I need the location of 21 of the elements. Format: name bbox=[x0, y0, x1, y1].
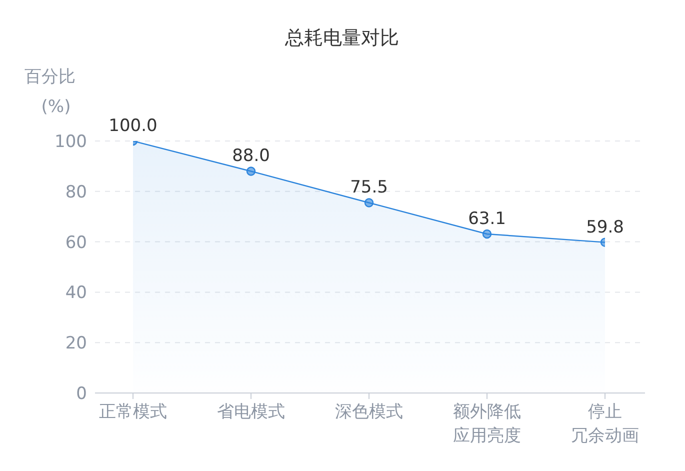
x-tick-label: 停止冗余动画 bbox=[571, 402, 639, 446]
y-tick-label: 60 bbox=[65, 232, 87, 253]
data-label: 75.5 bbox=[350, 178, 388, 198]
data-label: 63.1 bbox=[468, 208, 506, 229]
y-tick-label: 80 bbox=[65, 182, 87, 202]
x-tick-label: 深色模式 bbox=[335, 402, 403, 422]
y-tick-label: 20 bbox=[65, 334, 87, 354]
point bbox=[482, 229, 492, 239]
data-label: 100.0 bbox=[108, 116, 158, 136]
point bbox=[246, 166, 256, 176]
point bbox=[364, 198, 374, 208]
x-tick-label: 正常模式 bbox=[99, 402, 167, 422]
y-tick-label: 40 bbox=[65, 283, 87, 304]
y-tick-label: 100 bbox=[54, 132, 87, 152]
data-label: 59.8 bbox=[586, 217, 624, 238]
x-tick-label: 省电模式 bbox=[217, 402, 285, 422]
data-label: 88.0 bbox=[232, 146, 270, 166]
y-tick-label: 0 bbox=[76, 384, 87, 404]
chart-title: 总耗电量对比 bbox=[284, 27, 399, 49]
y-axis-title: 百分比 (%) bbox=[24, 67, 76, 117]
x-tick-label: 额外降低应用亮度 bbox=[453, 402, 521, 446]
